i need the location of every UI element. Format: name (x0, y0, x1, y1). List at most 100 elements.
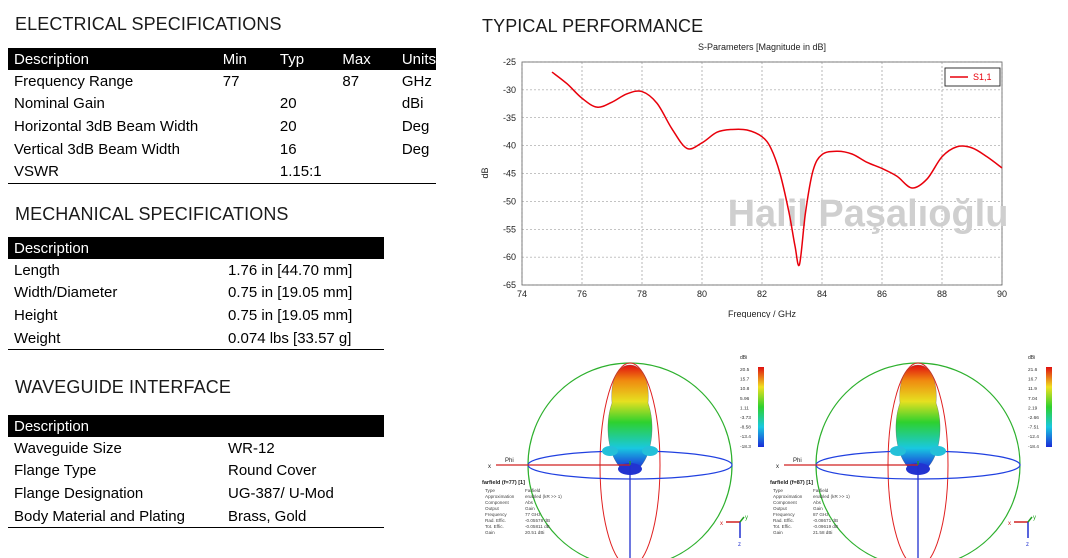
electrical-cell: Frequency Range (14, 72, 134, 90)
electrical-cell: Nominal Gain (14, 95, 105, 113)
mechanical-title: MECHANICAL SPECIFICATIONS (15, 204, 289, 224)
waveguide-cell: Brass, Gold (222, 504, 384, 529)
waveguide-cell: Flange Type (14, 462, 97, 480)
scale-tick: 21.6 (1028, 367, 1038, 373)
farfield-title: farfield (f=87) [1] (770, 480, 813, 486)
mechanical-cell: 0.75 in [19.05 mm] (228, 284, 353, 302)
info-value: 20.51 dBi (525, 530, 544, 535)
color-scale-bar (758, 367, 764, 447)
mechanical-row: Weight 0.074 lbs [33.57 g] (8, 326, 384, 351)
y-tick-label: -25 (503, 57, 516, 67)
info-label: Gain (485, 530, 495, 535)
waveguide-cell: Round Cover (228, 462, 317, 480)
electrical-row: Vertical 3dB Beam Width 16 Deg (8, 138, 436, 161)
x-tick-label: 78 (637, 289, 647, 299)
electrical-cell (336, 115, 395, 138)
phi-label: Phi (793, 458, 802, 464)
y-tick-label: -50 (503, 196, 516, 206)
side-lobe (890, 446, 906, 456)
electrical-title: ELECTRICAL SPECIFICATIONS (15, 14, 282, 34)
info-value: -0.08671 dB (813, 518, 838, 523)
scale-tick: 1.11 (740, 405, 749, 411)
s-parameter-chart: S-Parameters [Magnitude in dB] 74 76 78 80 8… (480, 42, 1009, 318)
mechanical-row: Width/Diameter 0.75 in [19.05 mm] (8, 282, 384, 305)
y-tick-label: -30 (503, 85, 516, 95)
x-tick-label: 84 (817, 289, 827, 299)
info-label: Frequency (485, 512, 507, 517)
electrical-table: Description Min Typ Max Units Frequency … (8, 48, 436, 184)
electrical-cell (216, 160, 274, 184)
x-axis-label: Frequency / GHz (728, 309, 797, 318)
waveguide-table: Description Waveguide Size WR-12 Flange Ty… (8, 415, 384, 529)
info-value: -0.09619 dB (813, 524, 838, 529)
info-value: Gain (525, 506, 535, 511)
info-value: enabled (kR >> 1) (813, 494, 850, 499)
scale-tick: -7.51 (1028, 425, 1039, 431)
scale-tick: -8.58 (740, 425, 751, 431)
electrical-cell: 1.15:1 (273, 160, 337, 184)
electrical-cell (395, 160, 436, 184)
series-line-s11 (551, 71, 1003, 267)
info-label: Approximation (485, 494, 515, 499)
y-tick-label: -35 (503, 113, 516, 123)
x-tick-label: 74 (517, 289, 527, 299)
scale-tick: -18.3 (740, 444, 751, 450)
electrical-cell: GHz (401, 72, 432, 90)
mechanical-cell: 1.76 in [44.70 mm] (228, 261, 353, 279)
electrical-cell (336, 138, 395, 161)
electrical-cell: 77 (222, 72, 240, 90)
mechanical-table: Description Length 1.76 in [44.70 mm] Widt… (8, 237, 384, 351)
electrical-cell: dBi (401, 95, 424, 113)
scale-unit: dBi (1028, 355, 1035, 361)
info-label: Tot. Effic. (773, 524, 792, 529)
scale-tick: 2.19 (1028, 405, 1038, 411)
x-tick-label: 80 (697, 289, 707, 299)
triad-y (739, 516, 745, 523)
mechanical-cell: Height (14, 306, 58, 324)
scale-tick: -18.4 (1028, 444, 1039, 450)
waveguide-row: Waveguide Size WR-12 (8, 437, 384, 460)
triad-x-label: x (720, 521, 723, 527)
triad-y (1027, 516, 1033, 523)
electrical-cell: Horizontal 3dB Beam Width (14, 117, 199, 135)
y-tick-label: -65 (503, 280, 516, 290)
x-tick-label: 76 (577, 289, 587, 299)
info-label: Output (773, 506, 788, 511)
mechanical-header: Description (8, 237, 384, 259)
electrical-cell (217, 93, 274, 116)
mechanical-row: Height 0.75 in [19.05 mm] (8, 304, 384, 327)
electrical-cell: Deg (401, 117, 430, 135)
electrical-row: Horizontal 3dB Beam Width 20 Deg (8, 115, 436, 138)
color-scale-bar (1046, 367, 1052, 447)
mechanical-cell: 0.074 lbs [33.57 g] (222, 326, 384, 351)
info-value: 21.58 dBi (813, 530, 832, 535)
col-description: Description (8, 48, 217, 70)
side-lobe (602, 446, 618, 456)
mechanical-cell: 0.75 in [19.05 mm] (228, 306, 353, 324)
info-value: enabled (kR >> 1) (525, 494, 562, 499)
mechanical-row: Length 1.76 in [44.70 mm] (8, 259, 384, 282)
electrical-cell (217, 115, 274, 138)
info-label: Output (485, 506, 500, 511)
scale-tick: 7.04 (1028, 396, 1038, 402)
triad-z-label: z (1026, 542, 1029, 548)
x-tick-label: 82 (757, 289, 767, 299)
x-tick-label: 86 (877, 289, 887, 299)
y-tick-label: -60 (503, 252, 516, 262)
scale-tick: 15.7 (740, 377, 750, 383)
electrical-cell (336, 160, 396, 184)
electrical-cell (336, 93, 395, 116)
watermark: Halil Paşalıoğlu (728, 193, 1009, 235)
scale-unit: dBi (740, 355, 747, 361)
electrical-cell: Deg (401, 140, 430, 158)
col-typ: Typ (273, 48, 337, 70)
scale-tick: -13.4 (740, 434, 751, 440)
info-label: Gain (773, 530, 783, 535)
waveguide-cell: UG-387/ U-Mod (228, 484, 334, 502)
waveguide-cell: Flange Designation (14, 484, 144, 502)
mechanical-cell: Length (14, 261, 60, 279)
info-label: Component (485, 500, 509, 505)
electrical-cell: 16 (279, 140, 297, 158)
info-value: -0.05811 dB (525, 524, 550, 529)
radiation-lobe (607, 364, 653, 470)
